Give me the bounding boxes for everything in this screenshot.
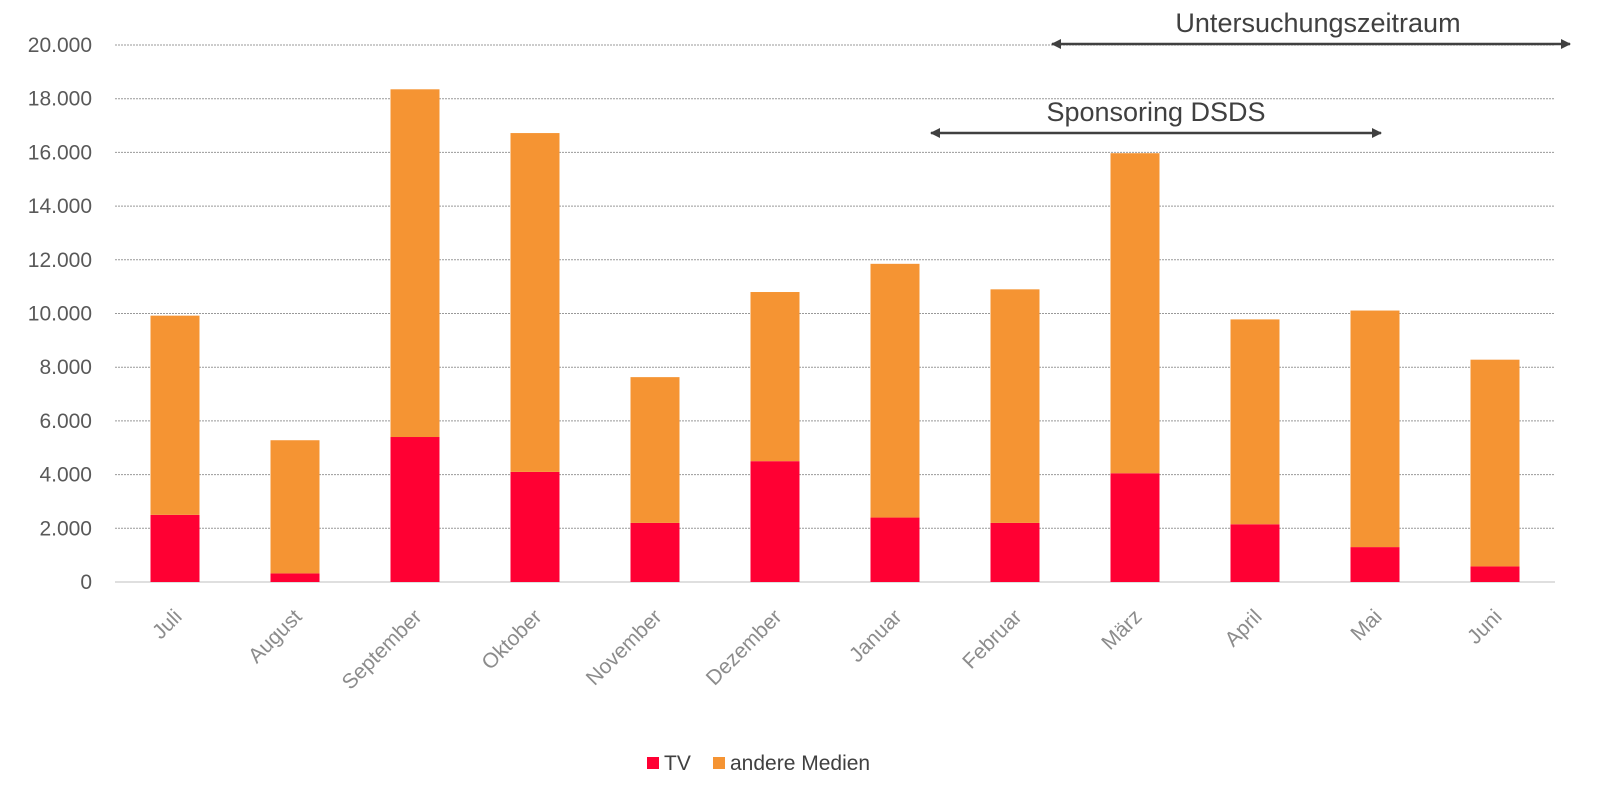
y-tick-label: 20.000 bbox=[28, 34, 92, 57]
y-tick-label: 10.000 bbox=[28, 303, 92, 326]
bar-tv-1 bbox=[270, 573, 320, 582]
bar-tv-4 bbox=[630, 522, 680, 582]
y-tick-label: 8.000 bbox=[39, 356, 92, 379]
x-tick-label: August bbox=[244, 605, 307, 668]
x-tick-label: Mai bbox=[1346, 605, 1386, 645]
bar-andere-medien-11 bbox=[1470, 359, 1520, 567]
x-tick-label: Juli bbox=[148, 605, 187, 644]
x-tick-label: Oktober bbox=[477, 605, 546, 674]
bar-tv-5 bbox=[750, 461, 800, 582]
bar-andere-medien-8 bbox=[1110, 153, 1160, 474]
annotations: Untersuchungszeitraum Sponsoring DSDS bbox=[930, 8, 1571, 138]
gridlines bbox=[115, 44, 1555, 583]
y-tick-label: 18.000 bbox=[28, 88, 92, 111]
x-tick-label: Januar bbox=[845, 605, 907, 667]
legend-label: TV bbox=[664, 752, 691, 775]
legend: TV andere Medien bbox=[647, 752, 870, 775]
x-tick-label: November bbox=[582, 605, 667, 690]
bar-andere-medien-7 bbox=[990, 289, 1040, 523]
legend-swatch bbox=[647, 757, 659, 769]
y-tick-label: 6.000 bbox=[39, 410, 92, 433]
bars bbox=[150, 89, 1520, 582]
bar-tv-6 bbox=[870, 517, 920, 582]
y-tick-label: 16.000 bbox=[28, 141, 92, 164]
annotation-label: Sponsoring DSDS bbox=[1046, 97, 1265, 127]
bar-andere-medien-9 bbox=[1230, 319, 1280, 525]
bar-tv-9 bbox=[1230, 524, 1280, 582]
legend-swatch bbox=[713, 757, 725, 769]
y-axis-tick-labels: 0 2.000 4.000 6.000 8.000 10.000 12.000 14.000 1… bbox=[28, 34, 92, 594]
y-tick-label: 4.000 bbox=[39, 464, 92, 487]
x-tick-label: April bbox=[1221, 605, 1267, 651]
bar-andere-medien-1 bbox=[270, 440, 320, 574]
bar-tv-11 bbox=[1470, 566, 1520, 582]
bar-andere-medien-6 bbox=[870, 263, 920, 518]
y-tick-label: 2.000 bbox=[39, 517, 92, 540]
bar-andere-medien-2 bbox=[390, 89, 440, 438]
x-tick-label: März bbox=[1097, 605, 1146, 654]
bar-tv-8 bbox=[1110, 473, 1160, 582]
y-tick-label: 12.000 bbox=[28, 249, 92, 272]
x-axis-tick-labels: Juli August September Oktober November Dezemb… bbox=[148, 605, 1507, 694]
x-tick-label: September bbox=[338, 605, 427, 694]
y-tick-label: 14.000 bbox=[28, 195, 92, 218]
bar-andere-medien-5 bbox=[750, 292, 800, 462]
bar-tv-2 bbox=[390, 437, 440, 582]
legend-label: andere Medien bbox=[730, 752, 870, 775]
annotation-label: Untersuchungszeitraum bbox=[1175, 8, 1460, 38]
bar-tv-7 bbox=[990, 522, 1040, 582]
x-tick-label: Dezember bbox=[702, 605, 787, 690]
bar-andere-medien-4 bbox=[630, 377, 680, 523]
bar-tv-3 bbox=[510, 471, 560, 582]
x-tick-label: Juni bbox=[1463, 605, 1507, 649]
bar-tv-0 bbox=[150, 514, 200, 582]
bar-andere-medien-3 bbox=[510, 133, 560, 472]
y-tick-label: 0 bbox=[80, 571, 92, 594]
bar-andere-medien-10 bbox=[1350, 310, 1400, 548]
bar-andere-medien-0 bbox=[150, 315, 200, 515]
bar-tv-10 bbox=[1350, 547, 1400, 582]
x-tick-label: Februar bbox=[958, 605, 1026, 673]
